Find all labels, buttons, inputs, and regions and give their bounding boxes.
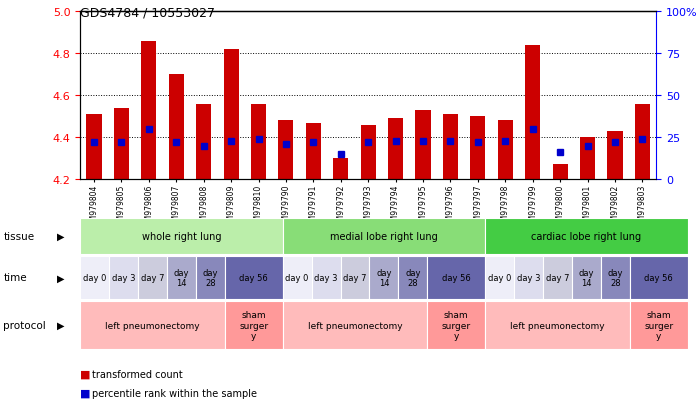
Bar xyxy=(485,219,688,254)
Text: day 56: day 56 xyxy=(239,273,268,282)
Bar xyxy=(225,301,283,349)
Text: ▶: ▶ xyxy=(57,273,65,283)
Bar xyxy=(388,119,403,180)
Text: sham
surger
y: sham surger y xyxy=(644,311,673,340)
Text: transformed count: transformed count xyxy=(92,369,183,379)
Text: left pneumonectomy: left pneumonectomy xyxy=(105,321,200,330)
Bar xyxy=(572,256,601,299)
Text: ▶: ▶ xyxy=(57,320,65,330)
Text: day
28: day 28 xyxy=(405,268,421,287)
Text: left pneumonectomy: left pneumonectomy xyxy=(308,321,402,330)
Text: ▶: ▶ xyxy=(57,231,65,242)
Text: day
14: day 14 xyxy=(376,268,392,287)
Bar xyxy=(369,256,399,299)
Bar xyxy=(470,117,485,180)
Bar xyxy=(399,256,427,299)
Text: tissue: tissue xyxy=(3,231,35,242)
Text: day
14: day 14 xyxy=(174,268,189,287)
Bar xyxy=(630,256,688,299)
Text: whole right lung: whole right lung xyxy=(142,231,221,242)
Text: medial lobe right lung: medial lobe right lung xyxy=(330,231,438,242)
Bar xyxy=(167,256,196,299)
Bar xyxy=(361,125,376,180)
Bar xyxy=(279,121,293,180)
Bar xyxy=(196,256,225,299)
Text: ■: ■ xyxy=(80,369,91,379)
Text: time: time xyxy=(3,273,27,283)
Bar xyxy=(415,111,431,180)
Bar xyxy=(283,301,427,349)
Bar xyxy=(311,256,341,299)
Bar xyxy=(601,256,630,299)
Text: day 7: day 7 xyxy=(141,273,164,282)
Text: ■: ■ xyxy=(80,388,91,398)
Text: GDS4784 / 10553027: GDS4784 / 10553027 xyxy=(80,6,215,19)
Bar xyxy=(196,104,211,180)
Bar xyxy=(553,165,567,180)
Bar xyxy=(485,301,630,349)
Bar xyxy=(525,46,540,180)
Text: protocol: protocol xyxy=(3,320,46,330)
Bar xyxy=(427,256,485,299)
Text: day 3: day 3 xyxy=(112,273,135,282)
Bar xyxy=(141,42,156,180)
Bar xyxy=(251,104,266,180)
Bar xyxy=(635,104,650,180)
Bar xyxy=(114,109,129,180)
Text: sham
surger
y: sham surger y xyxy=(239,311,268,340)
Bar xyxy=(80,256,109,299)
Text: day
28: day 28 xyxy=(202,268,218,287)
Text: day 0: day 0 xyxy=(488,273,511,282)
Text: day 7: day 7 xyxy=(546,273,569,282)
Bar xyxy=(223,50,239,180)
Text: day
14: day 14 xyxy=(579,268,594,287)
Bar xyxy=(80,301,225,349)
Bar xyxy=(283,256,311,299)
Bar xyxy=(443,115,458,180)
Text: day 3: day 3 xyxy=(517,273,540,282)
Bar xyxy=(283,219,485,254)
Bar xyxy=(485,256,514,299)
Bar xyxy=(169,75,184,180)
Bar xyxy=(630,301,688,349)
Bar xyxy=(498,121,513,180)
Text: day 0: day 0 xyxy=(83,273,106,282)
Text: day 0: day 0 xyxy=(285,273,309,282)
Bar xyxy=(333,159,348,180)
Text: day
28: day 28 xyxy=(607,268,623,287)
Bar xyxy=(87,115,101,180)
Text: sham
surger
y: sham surger y xyxy=(442,311,470,340)
Text: percentile rank within the sample: percentile rank within the sample xyxy=(92,388,257,398)
Text: day 7: day 7 xyxy=(343,273,366,282)
Text: day 3: day 3 xyxy=(314,273,338,282)
Bar xyxy=(607,132,623,180)
Text: day 56: day 56 xyxy=(442,273,470,282)
Bar xyxy=(109,256,138,299)
Bar xyxy=(514,256,543,299)
Text: day 56: day 56 xyxy=(644,273,673,282)
Bar xyxy=(543,256,572,299)
Bar xyxy=(80,219,283,254)
Text: cardiac lobe right lung: cardiac lobe right lung xyxy=(531,231,641,242)
Bar xyxy=(225,256,283,299)
Bar xyxy=(306,123,321,180)
Text: left pneumonectomy: left pneumonectomy xyxy=(510,321,604,330)
Bar xyxy=(138,256,167,299)
Bar xyxy=(427,301,485,349)
Bar xyxy=(341,256,369,299)
Bar xyxy=(580,138,595,180)
